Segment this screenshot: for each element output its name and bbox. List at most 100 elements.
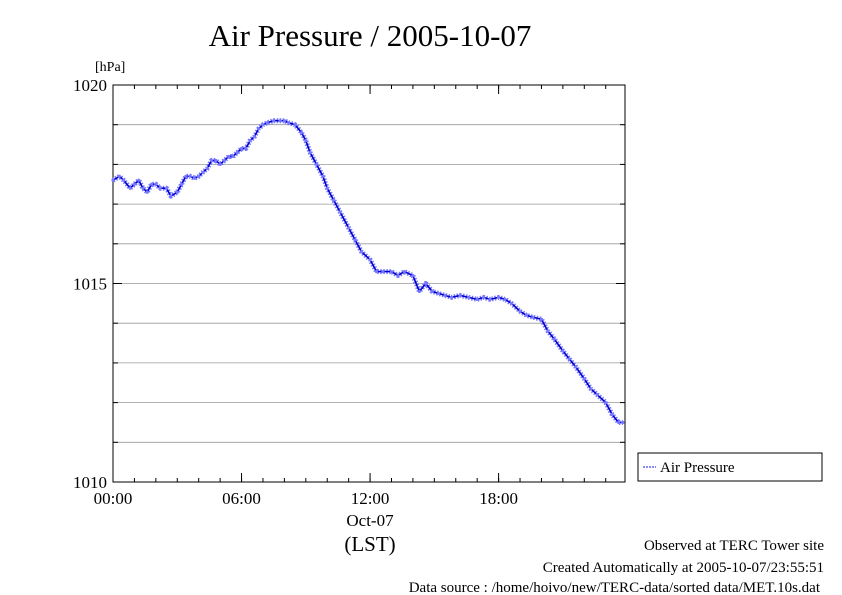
data-point: [374, 269, 379, 274]
y-axis-unit: [hPa]: [95, 60, 125, 75]
data-point: [169, 194, 173, 198]
data-point: [610, 412, 614, 417]
data-point: [248, 138, 252, 143]
data-point: [482, 295, 486, 299]
data-point: [235, 150, 239, 155]
data-point: [141, 186, 145, 190]
data-point: [552, 337, 556, 341]
legend-box: [637, 452, 823, 482]
y-tick-label: 1020: [73, 76, 107, 95]
axis-tick-labels: 1010 1015 1020 00:00 06:00 12:00 18:00: [73, 76, 518, 508]
data-point: [488, 297, 492, 301]
axis-ticks: [112, 84, 625, 483]
legend-label: Air Pressure: [660, 460, 735, 476]
data-point: [137, 178, 141, 182]
data-point: [325, 186, 329, 190]
data-point: [546, 329, 550, 333]
data-point: [589, 387, 593, 391]
x-tick-label: 12:00: [351, 489, 390, 508]
x-tick-label: 06:00: [222, 489, 261, 508]
y-tick-label: 1015: [73, 275, 107, 294]
x-tick-label: 18:00: [479, 489, 518, 508]
data-point: [293, 123, 297, 127]
data-point: [175, 190, 179, 194]
data-point: [111, 178, 115, 182]
data-point: [561, 349, 565, 353]
data-point: [128, 186, 132, 190]
data-point: [424, 281, 428, 286]
data-point: [430, 289, 434, 294]
footer-observed: Observed at TERC Tower site: [644, 538, 824, 554]
data-point: [616, 420, 621, 425]
data-point: [244, 146, 248, 151]
data-point: [158, 186, 162, 190]
data-point: [417, 289, 421, 294]
data-point: [437, 291, 441, 296]
data-point: [188, 174, 192, 178]
data-point: [338, 210, 342, 214]
footer-created: Created Automatically at 2005-10-07/23:5…: [543, 560, 824, 576]
data-point: [347, 226, 351, 230]
data-point: [209, 158, 214, 163]
data-point: [402, 269, 406, 274]
data-point: [595, 393, 599, 397]
data-point: [205, 166, 209, 170]
legend: Air Pressure: [637, 452, 823, 482]
data-point: [567, 357, 571, 361]
data-point: [449, 295, 454, 299]
data-point: [179, 182, 184, 186]
data-point: [164, 186, 169, 190]
series-marker-band: [111, 118, 623, 425]
data-point: [239, 146, 244, 151]
data-point: [222, 158, 226, 163]
data-point: [261, 123, 265, 127]
data-point: [132, 182, 137, 186]
data-point: [201, 170, 205, 174]
data-point: [314, 162, 319, 166]
data-point: [497, 295, 501, 299]
data-point: [411, 273, 415, 278]
data-point: [265, 121, 269, 125]
data-point: [582, 377, 586, 381]
data-point: [287, 121, 291, 125]
x-date-label: Oct-07: [346, 511, 394, 530]
data-point: [321, 174, 325, 178]
data-point: [381, 269, 385, 274]
data-point: [278, 119, 282, 123]
data-point: [368, 258, 372, 262]
chart-title: Air Pressure / 2005-10-07: [209, 18, 532, 53]
data-point: [145, 190, 149, 194]
data-point: [214, 158, 218, 163]
data-point: [308, 150, 312, 155]
data-point: [389, 269, 394, 274]
data-point: [458, 293, 462, 298]
data-point: [231, 154, 235, 159]
data-point: [621, 420, 625, 425]
data-point: [574, 365, 578, 369]
data-point: [518, 309, 522, 313]
y-tick-label: 1010: [73, 473, 107, 492]
data-point: [282, 119, 286, 123]
data-point: [353, 238, 357, 242]
data-point: [192, 176, 197, 180]
data-point: [227, 154, 231, 159]
footer-data-source: Data source : /home/hoivo/new/TERC-data/…: [409, 580, 821, 595]
data-point: [467, 295, 471, 299]
data-point: [539, 317, 544, 321]
data-point: [509, 301, 514, 305]
data-point: [218, 162, 222, 166]
data-point: [524, 313, 529, 317]
data-point: [443, 293, 447, 298]
data-point: [359, 250, 364, 254]
data-point: [396, 273, 400, 278]
data-point: [184, 174, 188, 178]
data-point: [117, 174, 122, 178]
data-point: [332, 198, 336, 202]
data-point: [252, 135, 256, 139]
series-air-pressure: [111, 118, 625, 425]
data-point: [604, 401, 608, 405]
data-point: [257, 127, 261, 131]
data-point: [299, 131, 304, 135]
x-tick-label: 00:00: [94, 489, 133, 508]
series-line: [112, 119, 623, 424]
